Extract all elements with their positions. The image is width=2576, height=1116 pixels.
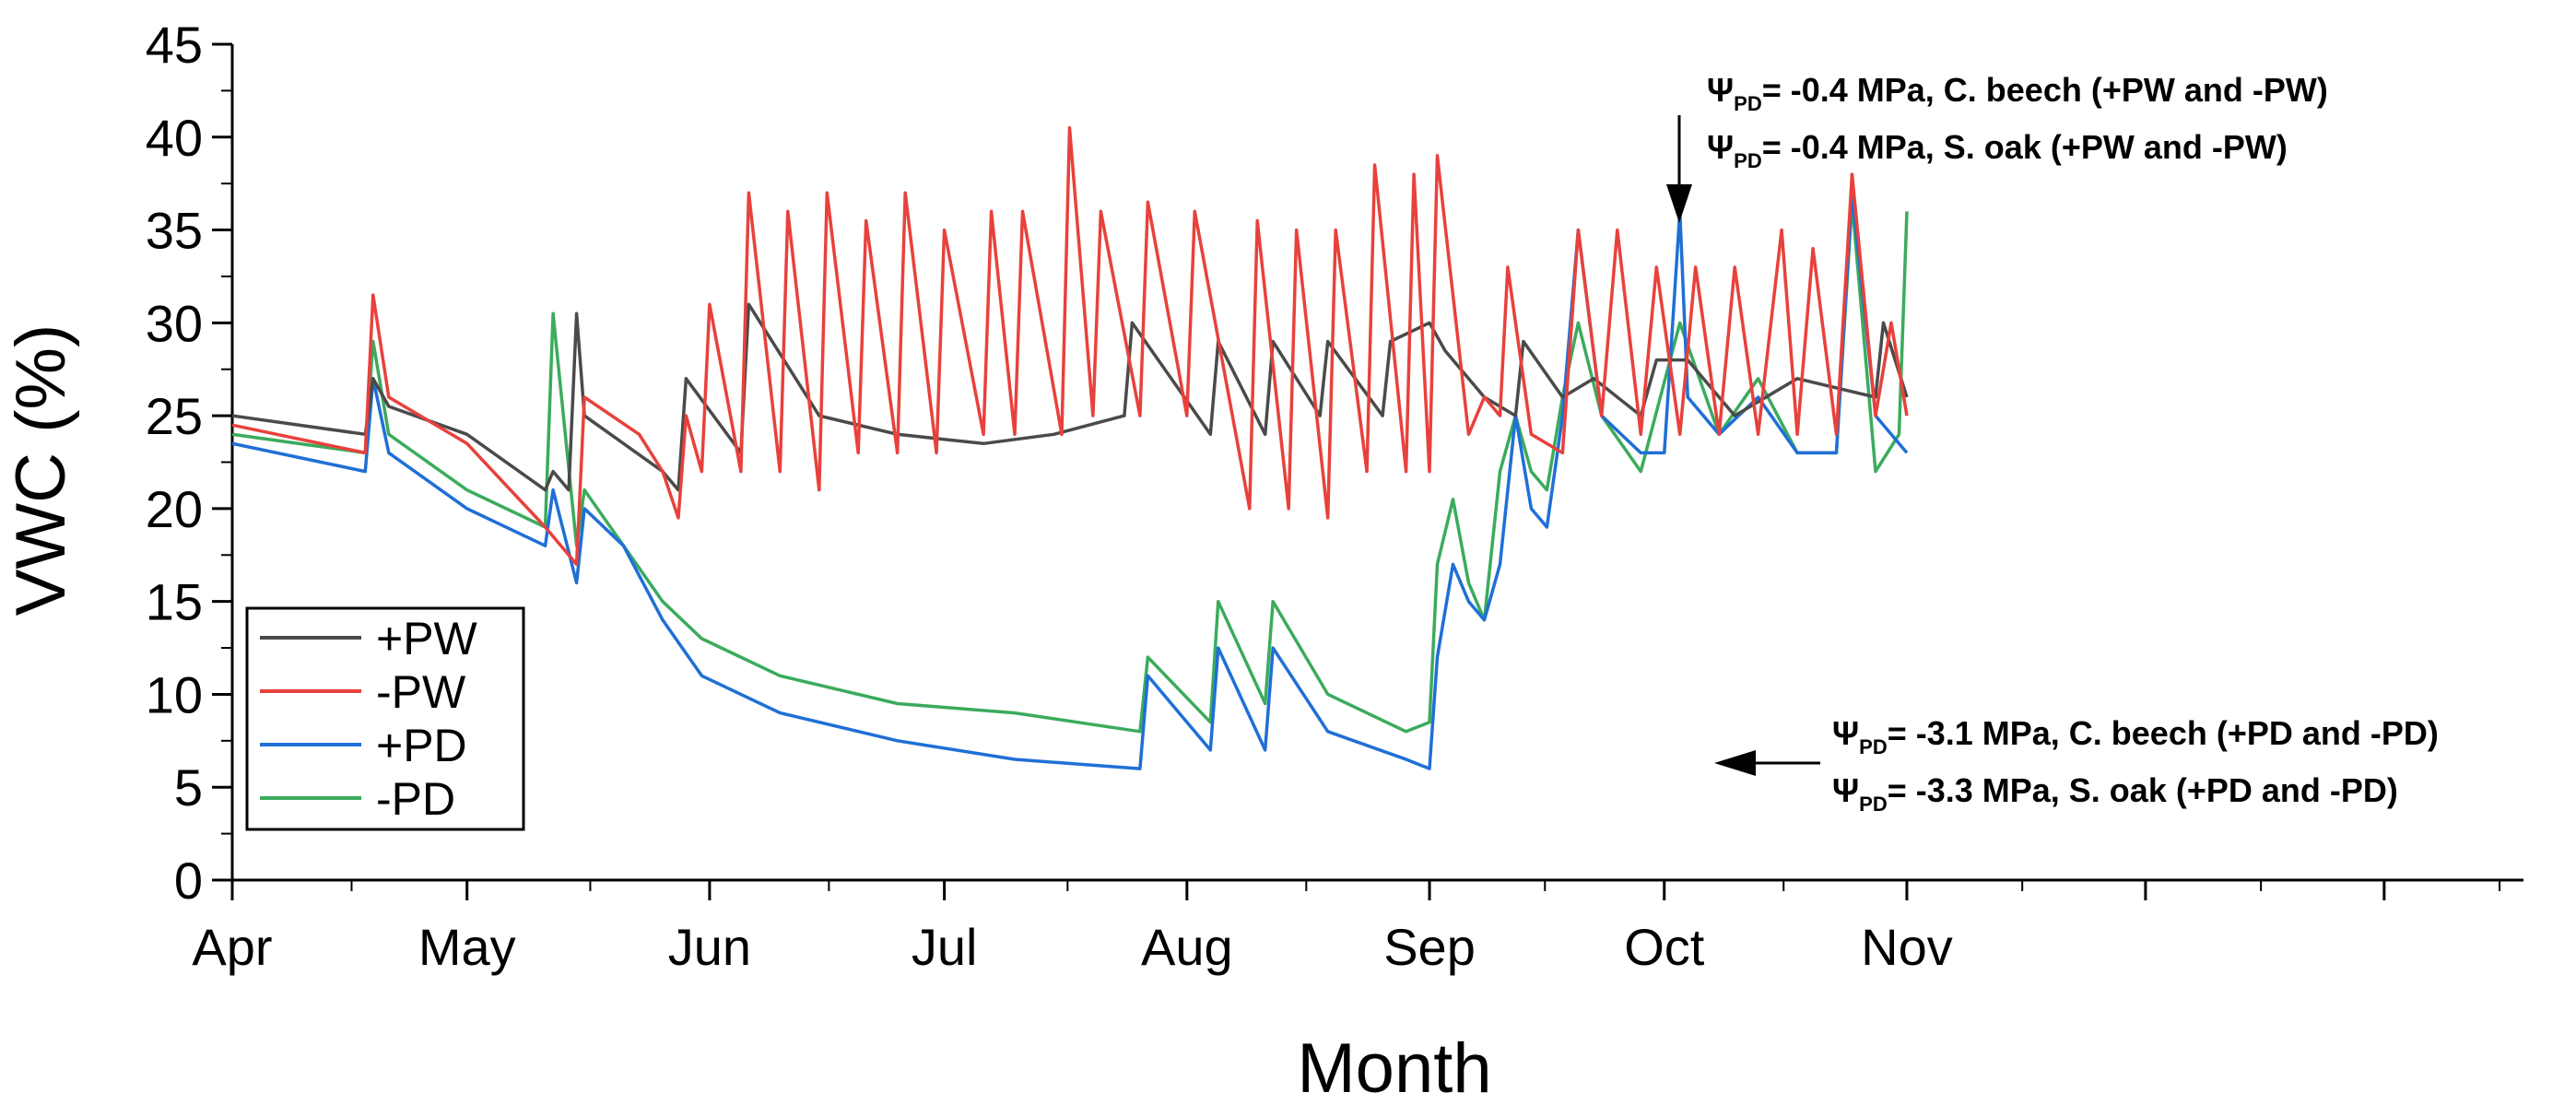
y-tick-label: 20 — [146, 480, 203, 538]
x-tick-label: May — [418, 918, 516, 976]
annotation-line: ΨPD= -0.4 MPa, S. oak (+PW and -PW) — [1707, 128, 2288, 172]
legend-label: +PW — [376, 613, 478, 664]
y-tick-label: 30 — [146, 294, 203, 352]
axes-group: 0 5 10 15 20 25 30 35 40 45 Apr May Jun Jul Aug Sep Oct N… — [146, 16, 2523, 976]
x-tick-label: Jun — [668, 918, 751, 976]
y-tick-label: 40 — [146, 109, 203, 167]
annotation-line: ΨPD= -3.1 MPa, C. beech (+PD and -PD) — [1832, 714, 2439, 758]
annotation-line: ΨPD= -3.3 MPa, S. oak (+PD and -PD) — [1832, 771, 2398, 816]
legend-label: +PD — [376, 720, 467, 771]
y-tick-label: 0 — [174, 852, 203, 910]
legend: +PW-PW+PD-PD — [245, 606, 525, 831]
annotation-line: ΨPD= -0.4 MPa, C. beech (+PW and -PW) — [1707, 71, 2328, 115]
legend-label: -PW — [376, 666, 466, 718]
x-axis-title: Month — [1297, 1029, 1491, 1108]
y-tick-label: 25 — [146, 387, 203, 445]
y-tick-label: 10 — [146, 665, 203, 723]
series-line-plus-pd — [231, 191, 1909, 770]
y-tick-label: 15 — [146, 573, 203, 631]
annotation-arrow-bottom-head — [1714, 750, 1756, 776]
y-axis-title: VWC (%) — [2, 324, 80, 617]
x-tick-label: Oct — [1624, 918, 1705, 976]
x-tick-label: Aug — [1141, 918, 1233, 976]
legend-box — [245, 606, 525, 831]
legend-label: -PD — [376, 773, 455, 825]
series-line-plus-pw — [231, 302, 1909, 492]
annotations: ΨPD= -0.4 MPa, C. beech (+PW and -PW) ΨPD… — [1666, 71, 2439, 816]
x-tick-label: Sep — [1383, 918, 1476, 976]
y-tick-label: 35 — [146, 202, 203, 260]
series-layer — [231, 125, 1909, 770]
x-tick-label: Jul — [912, 918, 978, 976]
x-tick-label: Apr — [192, 918, 272, 976]
y-tick-label: 5 — [174, 758, 203, 816]
x-tick-label: Nov — [1861, 918, 1953, 976]
series-line-minus-pw — [231, 125, 1909, 567]
annotation-arrow-top-head — [1666, 184, 1692, 223]
y-tick-label: 45 — [146, 16, 203, 74]
